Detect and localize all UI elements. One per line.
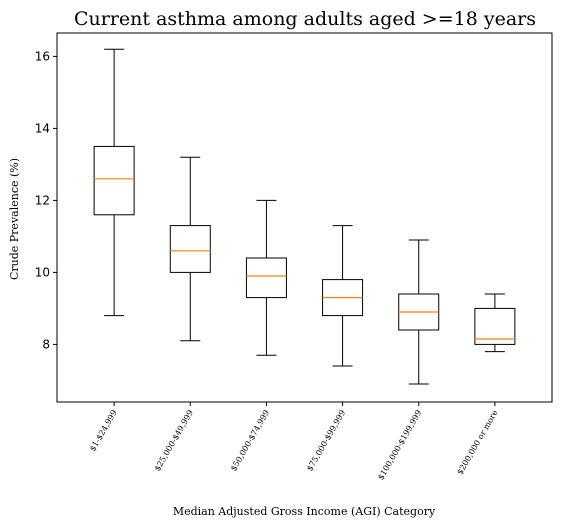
x-tick-label: $50,000-$74,999 <box>229 409 271 473</box>
iqr-box <box>169 225 211 273</box>
y-tick-label: 14 <box>35 121 50 135</box>
chart-title: Current asthma among adults aged >=18 ye… <box>74 8 536 30</box>
x-tick-label: $200,000 or more <box>455 408 499 476</box>
x-tick-label: $25,000-$49,999 <box>153 409 195 473</box>
plot-frame <box>56 32 553 403</box>
x-tick-label: $75,000-$99,999 <box>305 409 347 473</box>
y-tick-label: 16 <box>35 49 50 63</box>
y-tick-label: 8 <box>42 337 50 351</box>
iqr-box <box>93 145 135 216</box>
iqr-box <box>245 257 287 299</box>
plot-area: 8 10 12 14 16 $1-$24,999 $25,000-$49,999 $50,00… <box>35 32 553 482</box>
y-tick-label: 12 <box>35 193 50 207</box>
y-axis-label: Crude Prevalence (%) <box>8 158 21 280</box>
x-axis-label: Median Adjusted Gross Income (AGI) Categ… <box>173 505 436 518</box>
x-tick-label: $1-$24,999 <box>88 409 119 453</box>
iqr-box <box>474 307 516 345</box>
y-tick-label: 10 <box>35 265 50 279</box>
x-tick-label: $100,000-$199,999 <box>376 409 423 482</box>
